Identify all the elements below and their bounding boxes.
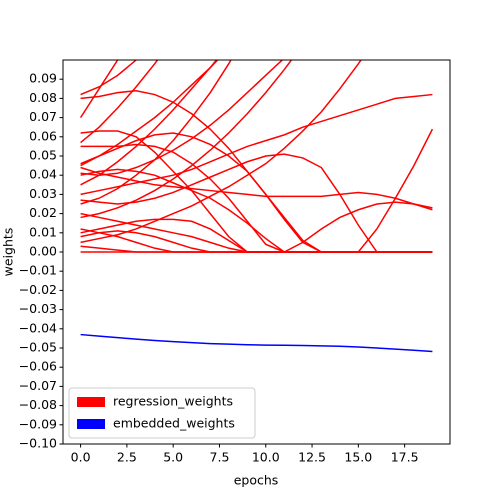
y-tick-label: −0.02 [19, 282, 57, 297]
line [80, 60, 219, 167]
x-tick-label: 10.0 [252, 450, 280, 465]
line [80, 60, 284, 176]
y-tick-label: −0.06 [19, 359, 57, 374]
x-tick-label: 5.0 [163, 450, 183, 465]
y-tick-label: 0.05 [29, 148, 57, 163]
y-tick-label: 0.08 [29, 90, 57, 105]
y-tick-label: −0.03 [19, 301, 57, 316]
legend-swatch [77, 397, 105, 407]
y-tick-label: 0.01 [29, 224, 57, 239]
legend-swatch [77, 419, 105, 429]
y-tick-label: −0.01 [19, 263, 57, 278]
y-tick-label: 0.03 [29, 186, 57, 201]
y-tick-label: −0.05 [19, 340, 57, 355]
line [80, 333, 433, 353]
y-tick-label: 0.09 [29, 71, 57, 86]
line [80, 60, 159, 144]
y-tick-label: −0.08 [19, 397, 57, 412]
y-tick-label: 0.00 [29, 244, 57, 259]
plot-area [79, 60, 434, 353]
y-tick-label: −0.09 [19, 416, 57, 431]
y-tick-label: 0.02 [29, 205, 57, 220]
line [80, 230, 433, 253]
line [80, 60, 293, 219]
x-tick-label: 2.5 [117, 450, 137, 465]
legend-label: regression_weights [113, 394, 233, 409]
legend-box [68, 387, 256, 439]
line [80, 60, 232, 205]
y-tick-label: −0.07 [19, 378, 57, 393]
x-tick-label: 17.5 [391, 450, 419, 465]
line [80, 60, 218, 186]
line [80, 60, 362, 244]
x-tick-label: 7.5 [210, 450, 230, 465]
x-axis-label: epochs [234, 473, 279, 488]
line [80, 153, 433, 253]
y-tick-label: −0.10 [19, 436, 57, 451]
x-tick-label: 15.0 [344, 450, 372, 465]
x-tick-label: 12.5 [298, 450, 326, 465]
y-tick-label: 0.04 [29, 167, 57, 182]
y-axis-label: weights [1, 228, 16, 277]
y-tick-label: 0.06 [29, 128, 57, 143]
y-tick-label: 0.07 [29, 109, 57, 124]
legend-label: embedded_weights [113, 416, 235, 431]
x-tick-label: 0.0 [71, 450, 91, 465]
y-tick-label: −0.04 [19, 320, 57, 335]
line [80, 166, 433, 209]
